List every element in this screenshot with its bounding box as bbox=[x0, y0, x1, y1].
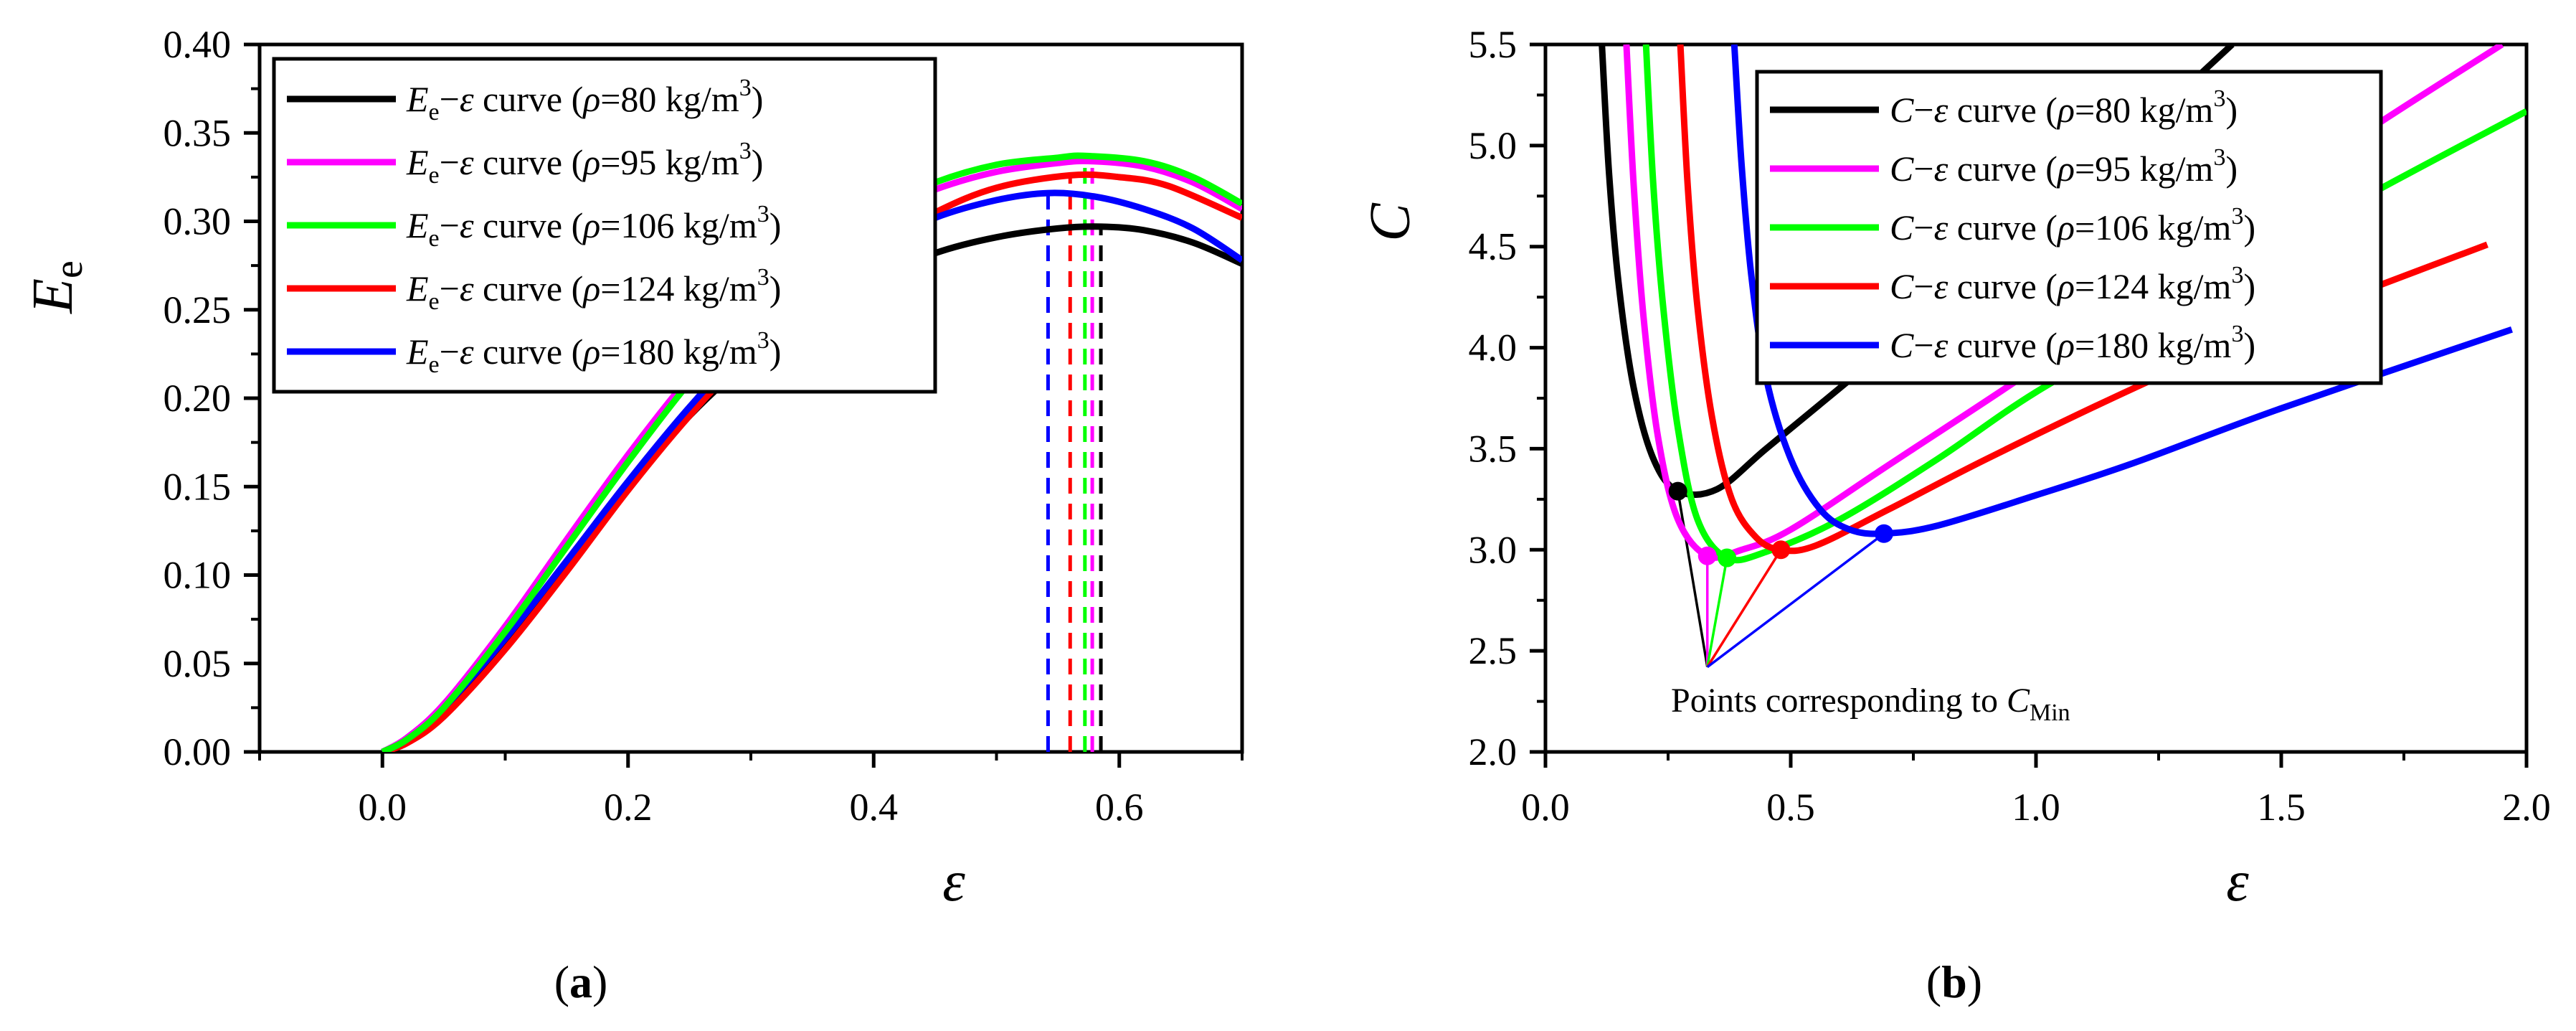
peak-markers-a bbox=[1046, 156, 1103, 752]
min-point-s180 bbox=[1874, 524, 1893, 543]
a-xtick-label: 0.2 bbox=[604, 786, 653, 829]
y-axis-label-b: C bbox=[1359, 202, 1422, 242]
b-legend-entry-s106: C−ε curve (ρ=106 kg/m3) bbox=[1890, 203, 2255, 248]
leader-s180 bbox=[1706, 532, 1885, 669]
panel-label-a: (a) bbox=[554, 956, 608, 1007]
b-ytick-label: 4.5 bbox=[1469, 225, 1517, 268]
b-ytick-label: 2.0 bbox=[1469, 730, 1517, 773]
a-legend-entry-s80: Ee−ε curve (ρ=80 kg/m3) bbox=[406, 75, 763, 126]
a-legend-entry-s106: Ee−ε curve (ρ=106 kg/m3) bbox=[406, 201, 781, 252]
annotation-cmin-c: C bbox=[2007, 682, 2030, 720]
min-leader-lines-b bbox=[1676, 491, 1885, 669]
min-point-s124 bbox=[1771, 540, 1791, 560]
panel-label-b-letter: b bbox=[1941, 956, 1967, 1007]
a-ytick-label: 0.25 bbox=[164, 288, 232, 331]
a-legend-entry-s180: Ee−ε curve (ρ=180 kg/m3) bbox=[406, 327, 781, 378]
min-point-s106 bbox=[1718, 548, 1737, 568]
a-ytick-label: 0.40 bbox=[164, 23, 232, 66]
b-xtick-label: 1.0 bbox=[2012, 786, 2060, 829]
a-ytick-label: 0.20 bbox=[164, 377, 232, 420]
b-legend-entry-s180: C−ε curve (ρ=180 kg/m3) bbox=[1890, 321, 2255, 365]
panel-label-b: (b) bbox=[1926, 956, 1982, 1007]
b-legend-entry-s95: C−ε curve (ρ=95 kg/m3) bbox=[1890, 144, 2238, 189]
b-xtick-label: 0.5 bbox=[1766, 786, 1815, 829]
x-axis-label-b: ε bbox=[2226, 850, 2249, 913]
leader-s124 bbox=[1706, 549, 1782, 668]
chart-b: 0.0 0.5 1.0 1.5 2.02.02.53.03.54.04.55.05.5 … bbox=[1359, 23, 2551, 1007]
a-xtick-label: 0.0 bbox=[359, 786, 407, 829]
a-legend-entry-s124: Ee−ε curve (ρ=124 kg/m3) bbox=[406, 264, 781, 315]
b-ytick-label: 4.0 bbox=[1469, 326, 1517, 369]
a-xtick-label: 0.4 bbox=[850, 786, 899, 829]
a-legend-entry-s95: Ee−ε curve (ρ=95 kg/m3) bbox=[406, 138, 763, 189]
leader-s80 bbox=[1676, 491, 1709, 667]
b-ytick-label: 3.5 bbox=[1469, 427, 1517, 470]
axis-ticks-b: 0.0 0.5 1.0 1.5 2.0 2.0 2.5 3.0 3.5 4.0 4.5 5.0 5.5 bbox=[1469, 23, 2551, 829]
curve-b-s180 bbox=[1730, 44, 2513, 537]
leader-s106 bbox=[1705, 557, 1728, 667]
annotation-cmin: Points corresponding to CMin bbox=[1671, 682, 2070, 726]
b-legend-entry-s80: C−ε curve (ρ=80 kg/m3) bbox=[1890, 85, 2238, 130]
min-point-s95 bbox=[1697, 546, 1717, 565]
a-ytick-label: 0.00 bbox=[164, 730, 232, 773]
b-legend-entry-s124: C−ε curve (ρ=124 kg/m3) bbox=[1890, 262, 2255, 306]
b-xtick-label: 2.0 bbox=[2502, 786, 2551, 829]
y-axis-label-a-main: E bbox=[22, 278, 85, 314]
a-xtick-label: 0.6 bbox=[1095, 786, 1144, 829]
y-axis-label-a: Ee bbox=[22, 260, 91, 314]
b-ytick-label: 3.0 bbox=[1469, 528, 1517, 571]
legend-b: C−ε curve (ρ=80 kg/m3) C−ε curve (ρ=95 kg… bbox=[1755, 70, 2383, 385]
a-ytick-label: 0.15 bbox=[164, 465, 232, 508]
a-ytick-label: 0.30 bbox=[164, 200, 232, 243]
b-ytick-label: 2.5 bbox=[1469, 629, 1517, 672]
min-point-s80 bbox=[1668, 481, 1687, 501]
chart-a: 0.0 0.2 0.4 0.6 0.00 0.05 0.10 0.15 0.20 0.25 0.30… bbox=[22, 23, 1244, 1007]
min-points-b bbox=[1668, 481, 1893, 568]
annotation-cmin-text: Points corresponding to bbox=[1671, 682, 2007, 720]
a-ytick-label: 0.05 bbox=[164, 642, 232, 685]
y-axis-label-a-sub: e bbox=[47, 260, 91, 278]
annotation-cmin-sub: Min bbox=[2030, 700, 2070, 726]
x-axis-label-a: ε bbox=[942, 850, 965, 913]
legend-a: Ee−ε curve (ρ=80 kg/m3) Ee−ε curve (ρ=95 … bbox=[272, 57, 937, 394]
a-ytick-label: 0.35 bbox=[164, 111, 232, 154]
b-ytick-label: 5.0 bbox=[1469, 124, 1517, 167]
b-xtick-label: 0.0 bbox=[1521, 786, 1570, 829]
panel-label-a-letter: a bbox=[569, 956, 592, 1007]
axis-ticks-a: 0.0 0.2 0.4 0.6 0.00 0.05 0.10 0.15 0.20 0.25 0.30… bbox=[164, 23, 1244, 829]
b-xtick-label: 1.5 bbox=[2257, 786, 2306, 829]
b-ytick-label: 5.5 bbox=[1469, 23, 1517, 66]
a-ytick-label: 0.10 bbox=[164, 554, 232, 597]
